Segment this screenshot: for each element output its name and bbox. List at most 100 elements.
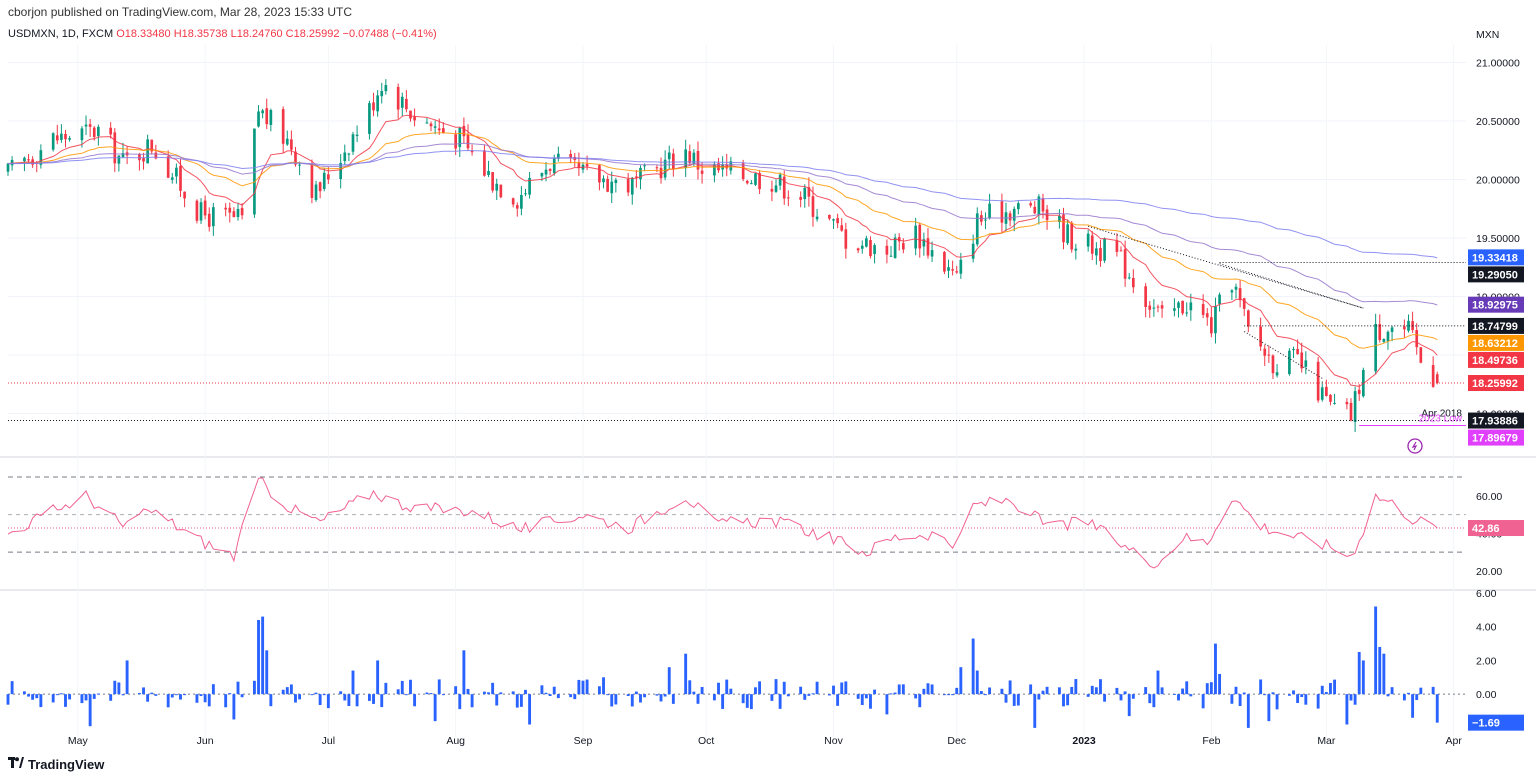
up-candle	[1185, 312, 1189, 314]
hist-bar	[318, 694, 322, 706]
hist-bar	[1300, 694, 1304, 698]
down-candle	[92, 127, 96, 137]
time-tick-label: Jul	[322, 735, 335, 747]
hist-bar	[113, 680, 117, 695]
hist-bar	[519, 694, 523, 707]
hist-bar	[1411, 694, 1415, 718]
down-candle	[655, 167, 659, 169]
hist-bar	[745, 694, 749, 708]
up-candle	[343, 152, 347, 162]
down-candle	[840, 225, 844, 231]
price-tag: 19.29050	[1472, 269, 1518, 281]
up-candle	[610, 181, 614, 194]
hist-bar	[454, 686, 458, 695]
down-candle	[943, 251, 946, 272]
up-candle	[1320, 387, 1324, 400]
up-candle	[1214, 305, 1217, 334]
hist-bar	[487, 692, 490, 695]
up-candle	[528, 177, 531, 195]
hist-bar	[515, 694, 519, 708]
hist-bar	[885, 694, 889, 715]
hist-bar	[298, 694, 302, 700]
up-candle	[1390, 327, 1394, 332]
rsi-value-tag-bg	[1468, 520, 1524, 537]
hist-bar	[1353, 694, 1357, 705]
up-candle	[544, 169, 548, 175]
hist-tick-label: 4.00	[1476, 622, 1497, 634]
up-candle	[750, 183, 753, 185]
down-candle	[179, 165, 182, 191]
up-candle	[1152, 307, 1156, 309]
symbol-name[interactable]: USDMXN, 1D, FXCM	[8, 28, 114, 40]
down-candle	[1181, 300, 1184, 314]
sma-200-line	[8, 149, 1438, 259]
hist-bar	[729, 688, 733, 695]
hist-bar	[581, 680, 585, 695]
down-candle	[1119, 250, 1123, 252]
price-tag: 18.25992	[1472, 378, 1518, 390]
hist-bar	[68, 694, 72, 700]
price-tag-bg	[1468, 296, 1524, 313]
price-tag-bg	[1468, 429, 1524, 446]
time-tick-label: Oct	[698, 735, 714, 747]
hist-bar	[1390, 687, 1394, 695]
down-candle	[1144, 286, 1147, 308]
hist-bar	[88, 694, 92, 727]
hist-bar	[228, 693, 232, 695]
down-candle	[1148, 305, 1152, 310]
up-candle	[803, 187, 807, 200]
down-candle	[515, 205, 519, 209]
hist-bar	[339, 691, 343, 695]
down-candle	[672, 153, 675, 170]
up-candle	[1095, 248, 1098, 256]
hist-bar	[1090, 685, 1094, 695]
up-candle	[314, 184, 318, 201]
hist-bar	[491, 682, 495, 695]
hist-bar	[294, 694, 297, 703]
hist-bar	[170, 694, 174, 698]
down-candle	[64, 133, 67, 140]
down-candle	[195, 200, 199, 221]
down-candle	[466, 134, 470, 149]
up-candle	[1086, 233, 1090, 247]
hist-bar	[955, 687, 959, 695]
up-candle	[1333, 402, 1336, 404]
hist-bar	[1230, 694, 1234, 704]
hist-bar	[1041, 690, 1045, 695]
tradingview-logo-icon	[8, 757, 24, 772]
hist-bar	[1209, 682, 1213, 695]
hist-bar	[856, 694, 860, 699]
down-candle	[606, 178, 609, 192]
up-candle	[520, 194, 523, 209]
trendline	[1243, 331, 1323, 379]
hist-bar	[154, 694, 158, 696]
hist-bar	[458, 694, 462, 710]
hist-bar	[1115, 687, 1119, 695]
price-tag-bg	[1468, 375, 1524, 392]
up-candle	[754, 173, 757, 185]
up-candle	[1386, 331, 1390, 342]
hist-bar	[1333, 679, 1337, 695]
up-candle	[889, 255, 893, 257]
hist-bar	[1185, 681, 1189, 695]
up-candle	[23, 157, 26, 162]
down-candle	[405, 98, 408, 110]
time-tick-label: Nov	[824, 735, 843, 747]
up-candle	[1037, 196, 1041, 215]
hist-bar	[1037, 694, 1041, 700]
down-candle	[318, 182, 322, 192]
hist-bar	[109, 694, 113, 701]
hist-bar	[1033, 694, 1037, 728]
up-candle	[1103, 238, 1106, 261]
hist-bar	[1435, 694, 1439, 723]
hist-bar	[166, 694, 170, 708]
hist-bar	[511, 691, 515, 695]
close-value: C18.25992	[285, 28, 340, 40]
down-candle	[688, 151, 692, 163]
hist-bar	[528, 694, 532, 725]
up-candle	[1234, 286, 1238, 290]
hist-bar	[1189, 694, 1193, 697]
hist-bar	[203, 694, 207, 703]
hist-bar	[832, 685, 835, 695]
